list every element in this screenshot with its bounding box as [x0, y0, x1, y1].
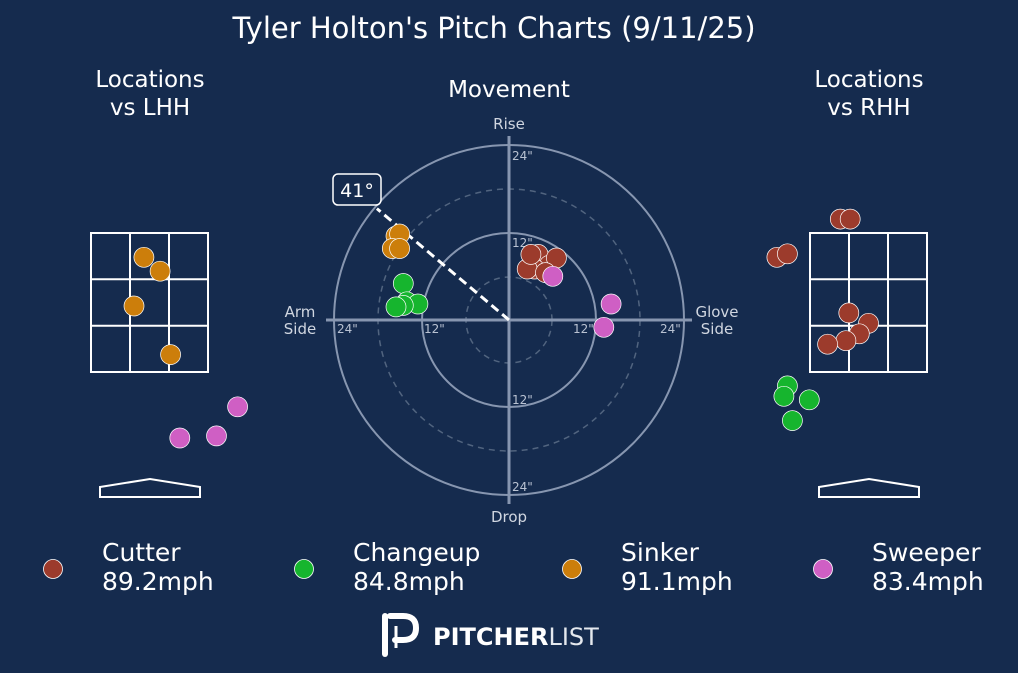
- legend-name-sinker: Sinker: [621, 538, 700, 567]
- brand-wordmark: PITCHERLIST: [433, 623, 599, 651]
- ring-label-left-12: 12": [424, 322, 445, 336]
- legend: Cutter 89.2mph Changeup 84.8mph Sinker 9…: [43, 538, 984, 596]
- legend-item-sinker: Sinker 91.1mph: [562, 538, 733, 596]
- ring-label-left-24: 24": [337, 322, 358, 336]
- arm-angle-badge: 41°: [332, 173, 382, 206]
- rhh-cutter-point-9: [817, 333, 838, 355]
- rhh-changeup-point-3: [798, 389, 820, 411]
- legend-marker-sweeper: [813, 559, 833, 579]
- lhh-location-chart: [90, 232, 248, 498]
- movement-sweeper-point-2: [600, 293, 622, 315]
- lhh-sweeper-point-1: [227, 396, 248, 418]
- axis-label-arm-side-line1: Arm: [285, 303, 316, 321]
- rhh-panel-title-line1: Locations: [814, 67, 923, 93]
- legend-marker-changeup: [294, 559, 314, 579]
- legend-velo-changeup: 84.8mph: [353, 567, 465, 596]
- rhh-cutter-point-5: [838, 302, 860, 324]
- axis-label-glove-side-line2: Side: [701, 320, 733, 338]
- ring-label-bottom-24: 24": [512, 480, 533, 494]
- legend-marker-cutter: [43, 559, 63, 579]
- rhh-panel-title-line2: vs RHH: [827, 95, 910, 121]
- lhh-sweeper-point-3: [169, 427, 191, 449]
- brand-wordmark-light: LIST: [548, 623, 599, 651]
- ring-label-right-24: 24": [660, 322, 681, 336]
- legend-name-cutter: Cutter: [102, 538, 181, 567]
- movement-chart: 24" 12" 12" 24" 24" 12" 12" 24" Rise Dro…: [284, 115, 739, 526]
- axis-label-rise: Rise: [493, 115, 525, 133]
- movement-changeup-point-5: [385, 296, 407, 318]
- rhh-changeup-point-4: [782, 410, 803, 431]
- rhh-points: [766, 208, 879, 431]
- axis-label-drop: Drop: [491, 508, 527, 526]
- legend-velo-sweeper: 83.4mph: [872, 567, 984, 596]
- lhh-sweeper-point-2: [206, 425, 227, 447]
- lhh-points: [123, 246, 248, 449]
- rhh-location-chart: [766, 208, 928, 498]
- brand-wordmark-bold: PITCHER: [433, 623, 548, 651]
- pitcherlist-brand: PITCHERLIST: [382, 613, 599, 657]
- rhh-changeup-point-2: [773, 385, 795, 407]
- ring-label-top-24: 24": [512, 149, 533, 163]
- legend-name-changeup: Changeup: [353, 538, 480, 567]
- lhh-sinker-point-2: [149, 260, 171, 282]
- lhh-home-plate: [99, 477, 201, 498]
- movement-sweeper-point-3: [593, 316, 615, 338]
- rhh-cutter-point-4: [777, 243, 798, 265]
- arm-angle-label: 41°: [340, 180, 374, 202]
- movement-points: [381, 223, 622, 338]
- legend-item-changeup: Changeup 84.8mph: [294, 538, 480, 596]
- figure-title: Tyler Holton's Pitch Charts (9/11/25): [231, 11, 755, 45]
- movement-panel-title: Movement: [448, 77, 570, 103]
- rhh-cutter-point-2: [839, 208, 861, 230]
- legend-name-sweeper: Sweeper: [872, 538, 981, 567]
- legend-marker-sinker: [562, 559, 582, 579]
- legend-item-sweeper: Sweeper 83.4mph: [813, 538, 984, 596]
- ring-label-right-12: 12": [573, 322, 594, 336]
- axis-label-arm-side-line2: Side: [284, 320, 316, 338]
- rhh-home-plate: [818, 477, 920, 498]
- legend-item-cutter: Cutter 89.2mph: [43, 538, 214, 596]
- movement-changeup-point-1: [392, 273, 414, 294]
- lhh-panel-title-line2: vs LHH: [110, 95, 190, 121]
- ring-label-bottom-12: 12": [512, 393, 533, 407]
- pitcherlist-logo-icon: [382, 613, 420, 657]
- legend-velo-cutter: 89.2mph: [102, 567, 214, 596]
- lhh-panel-title-line1: Locations: [95, 67, 204, 93]
- movement-sweeper-point-1: [542, 265, 564, 287]
- legend-velo-sinker: 91.1mph: [621, 567, 733, 596]
- lhh-sinker-point-3: [123, 295, 145, 317]
- axis-label-glove-side-line1: Glove: [695, 303, 738, 321]
- movement-sinker-point-4: [389, 238, 410, 259]
- rhh-cutter-point-8: [835, 330, 857, 352]
- lhh-sinker-point-1: [133, 246, 155, 268]
- movement-cutter-point-7: [520, 244, 542, 265]
- lhh-sinker-point-4: [160, 344, 181, 365]
